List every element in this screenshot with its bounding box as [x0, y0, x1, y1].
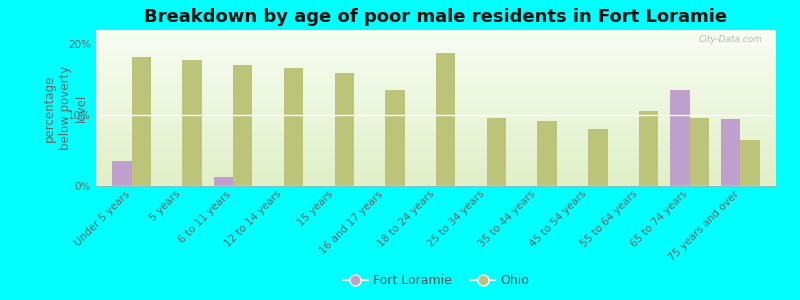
Text: City-Data.com: City-Data.com — [698, 35, 762, 44]
Bar — [112, 161, 131, 186]
Bar — [721, 118, 741, 186]
Bar — [639, 111, 658, 186]
Bar — [588, 129, 607, 186]
Bar — [386, 90, 405, 186]
Bar — [214, 178, 233, 186]
Bar — [182, 61, 202, 186]
Bar — [486, 118, 506, 186]
Bar — [334, 73, 354, 186]
Bar — [233, 65, 252, 186]
Bar — [670, 90, 690, 186]
Bar — [131, 57, 151, 186]
Bar — [538, 122, 557, 186]
Bar — [436, 53, 455, 186]
Bar — [741, 140, 760, 186]
Y-axis label: percentage
below poverty
level: percentage below poverty level — [43, 66, 88, 150]
Bar — [284, 68, 303, 186]
Bar — [690, 118, 709, 186]
Title: Breakdown by age of poor male residents in Fort Loramie: Breakdown by age of poor male residents … — [145, 8, 727, 26]
Legend: Fort Loramie, Ohio: Fort Loramie, Ohio — [338, 269, 534, 292]
